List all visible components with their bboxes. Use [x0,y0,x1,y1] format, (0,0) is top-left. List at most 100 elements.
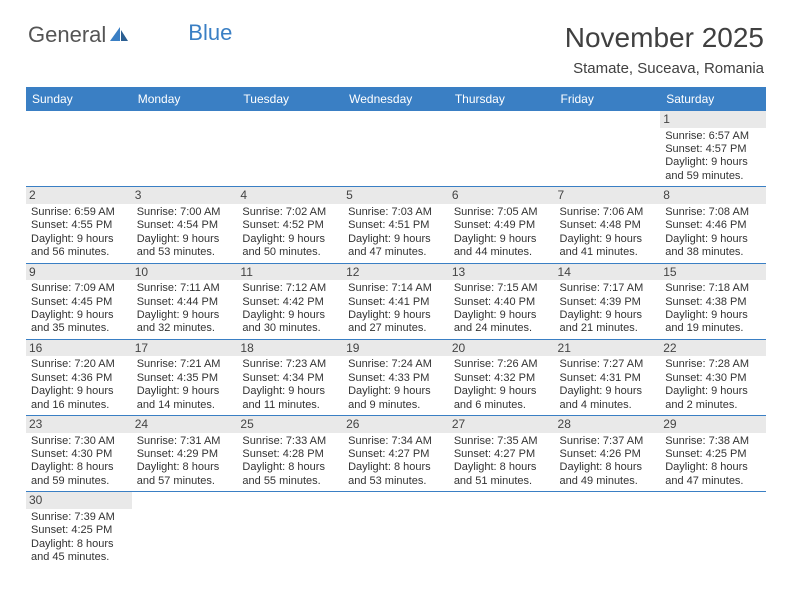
sunset-line: Sunset: 4:46 PM [665,219,761,232]
calendar-header-row: SundayMondayTuesdayWednesdayThursdayFrid… [26,87,766,111]
calendar-week-row: 1Sunrise: 6:57 AMSunset: 4:57 PMDaylight… [26,111,766,187]
daylight-line: Daylight: 9 hours and 6 minutes. [454,385,550,412]
calendar-empty-cell [449,111,555,187]
day-number: 16 [26,340,132,357]
sunrise-line: Sunrise: 7:17 AM [560,282,656,295]
daylight-line: Daylight: 9 hours and 41 minutes. [560,233,656,260]
daylight-line: Daylight: 9 hours and 32 minutes. [137,309,233,336]
sunset-line: Sunset: 4:30 PM [665,372,761,385]
day-number: 18 [237,340,343,357]
day-number: 11 [237,264,343,281]
sunrise-line: Sunrise: 6:59 AM [31,206,127,219]
calendar-day-cell: 10Sunrise: 7:11 AMSunset: 4:44 PMDayligh… [132,263,238,339]
sunrise-line: Sunrise: 7:31 AM [137,435,233,448]
location-text: Stamate, Suceava, Romania [565,60,764,77]
day-number: 10 [132,264,238,281]
day-header: Monday [132,87,238,111]
sunrise-line: Sunrise: 7:00 AM [137,206,233,219]
sunset-line: Sunset: 4:55 PM [31,219,127,232]
calendar-day-cell: 3Sunrise: 7:00 AMSunset: 4:54 PMDaylight… [132,187,238,263]
calendar-week-row: 16Sunrise: 7:20 AMSunset: 4:36 PM Dayligh… [26,339,766,415]
calendar-empty-cell [132,492,238,568]
daylight-line: Daylight: 9 hours and 30 minutes. [242,309,338,336]
sunset-line: Sunset: 4:51 PM [348,219,444,232]
sunrise-line: Sunrise: 7:06 AM [560,206,656,219]
sunrise-line: Sunrise: 7:27 AM [560,358,656,371]
day-number: 27 [449,416,555,433]
calendar-day-cell: 12Sunrise: 7:14 AMSunset: 4:41 PMDayligh… [343,263,449,339]
day-header: Sunday [26,87,132,111]
day-number: 7 [555,187,661,204]
calendar-empty-cell [555,492,661,568]
calendar-empty-cell [449,492,555,568]
sunrise-line: Sunrise: 7:08 AM [665,206,761,219]
calendar-day-cell: 6Sunrise: 7:05 AMSunset: 4:49 PMDaylight… [449,187,555,263]
day-number: 24 [132,416,238,433]
calendar-day-cell: 1Sunrise: 6:57 AMSunset: 4:57 PMDaylight… [660,111,766,187]
sunset-line: Sunset: 4:39 PM [560,296,656,309]
sunrise-line: Sunrise: 7:28 AM [665,358,761,371]
calendar-day-cell: 15Sunrise: 7:18 AMSunset: 4:38 PMDayligh… [660,263,766,339]
calendar-empty-cell [660,492,766,568]
daylight-line: Daylight: 9 hours and 14 minutes. [137,385,233,412]
sunset-line: Sunset: 4:41 PM [348,296,444,309]
day-number: 12 [343,264,449,281]
daylight-line: Daylight: 8 hours and 53 minutes. [348,461,444,488]
daylight-line: Daylight: 9 hours and 50 minutes. [242,233,338,260]
calendar-week-row: 2Sunrise: 6:59 AMSunset: 4:55 PMDaylight… [26,187,766,263]
calendar-week-row: 9Sunrise: 7:09 AMSunset: 4:45 PMDaylight… [26,263,766,339]
sunrise-line: Sunrise: 7:33 AM [242,435,338,448]
calendar-day-cell: 27Sunrise: 7:35 AMSunset: 4:27 PMDayligh… [449,416,555,492]
daylight-line: Daylight: 8 hours and 59 minutes. [31,461,127,488]
sunrise-line: Sunrise: 7:03 AM [348,206,444,219]
sunrise-line: Sunrise: 7:23 AM [242,358,338,371]
sunrise-line: Sunrise: 7:34 AM [348,435,444,448]
daylight-line: Daylight: 8 hours and 57 minutes. [137,461,233,488]
sunrise-line: Sunrise: 7:18 AM [665,282,761,295]
sunrise-line: Sunrise: 7:14 AM [348,282,444,295]
calendar-week-row: 30Sunrise: 7:39 AMSunset: 4:25 PMDayligh… [26,492,766,568]
sunset-line: Sunset: 4:36 PM [31,372,127,385]
day-number: 3 [132,187,238,204]
day-number: 2 [26,187,132,204]
sunrise-line: Sunrise: 7:12 AM [242,282,338,295]
sunset-line: Sunset: 4:27 PM [348,448,444,461]
sunset-line: Sunset: 4:34 PM [242,372,338,385]
calendar-day-cell: 29Sunrise: 7:38 AMSunset: 4:25 PMDayligh… [660,416,766,492]
daylight-line: Daylight: 9 hours and 59 minutes. [665,156,761,183]
calendar-empty-cell [555,111,661,187]
sunrise-line: Sunrise: 7:30 AM [31,435,127,448]
sunrise-line: Sunrise: 7:39 AM [31,511,127,524]
day-number: 4 [237,187,343,204]
sunset-line: Sunset: 4:57 PM [665,143,761,156]
daylight-line: Daylight: 9 hours and 47 minutes. [348,233,444,260]
sunrise-line: Sunrise: 7:21 AM [137,358,233,371]
calendar-day-cell: 22Sunrise: 7:28 AMSunset: 4:30 PMDayligh… [660,339,766,415]
daylight-line: Daylight: 9 hours and 9 minutes. [348,385,444,412]
daylight-line: Daylight: 8 hours and 47 minutes. [665,461,761,488]
daylight-line: Daylight: 9 hours and 21 minutes. [560,309,656,336]
calendar-day-cell: 26Sunrise: 7:34 AMSunset: 4:27 PMDayligh… [343,416,449,492]
sunset-line: Sunset: 4:25 PM [665,448,761,461]
sunrise-line: Sunrise: 7:38 AM [665,435,761,448]
logo-word2: Blue [188,20,232,46]
day-number: 28 [555,416,661,433]
calendar-day-cell: 16Sunrise: 7:20 AMSunset: 4:36 PMDayligh… [26,339,132,415]
title-block: November 2025 Stamate, Suceava, Romania [565,22,764,77]
daylight-line: Daylight: 9 hours and 11 minutes. [242,385,338,412]
calendar-empty-cell [237,492,343,568]
daylight-line: Daylight: 8 hours and 45 minutes. [31,538,127,565]
calendar-empty-cell [26,111,132,187]
daylight-line: Daylight: 9 hours and 56 minutes. [31,233,127,260]
sunrise-line: Sunrise: 7:20 AM [31,358,127,371]
calendar-day-cell: 13Sunrise: 7:15 AMSunset: 4:40 PMDayligh… [449,263,555,339]
calendar-body: 1Sunrise: 6:57 AMSunset: 4:57 PMDaylight… [26,111,766,568]
sunset-line: Sunset: 4:42 PM [242,296,338,309]
sunset-line: Sunset: 4:52 PM [242,219,338,232]
calendar-day-cell: 11Sunrise: 7:12 AMSunset: 4:42 PMDayligh… [237,263,343,339]
day-header: Saturday [660,87,766,111]
calendar-day-cell: 9Sunrise: 7:09 AMSunset: 4:45 PMDaylight… [26,263,132,339]
calendar-day-cell: 28Sunrise: 7:37 AMSunset: 4:26 PMDayligh… [555,416,661,492]
sunrise-line: Sunrise: 7:02 AM [242,206,338,219]
calendar-day-cell: 30Sunrise: 7:39 AMSunset: 4:25 PMDayligh… [26,492,132,568]
